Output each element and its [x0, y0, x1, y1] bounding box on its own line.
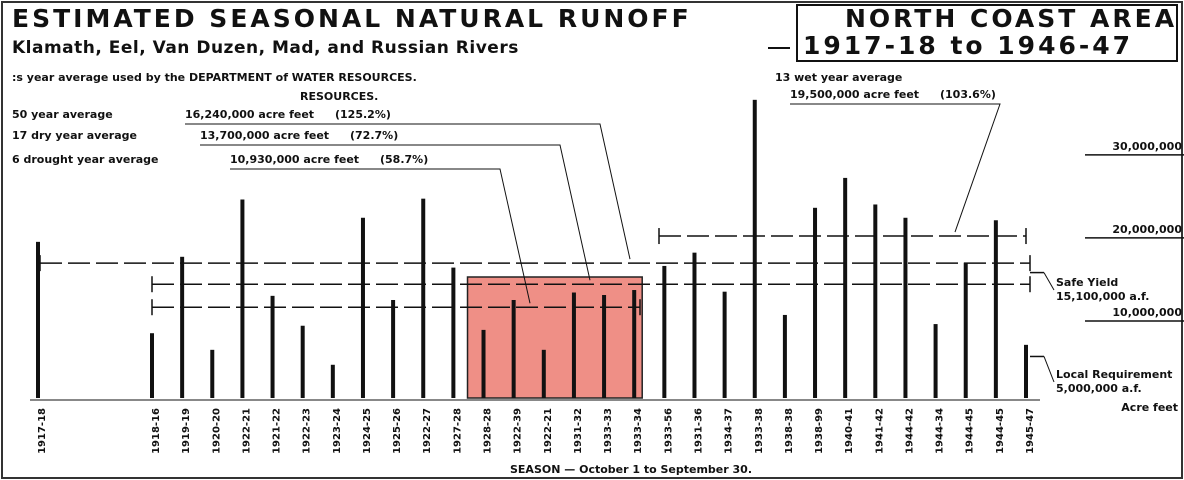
bar — [632, 290, 637, 398]
reference-name: 50 year average — [12, 108, 113, 121]
x-tick-label: 1925-26 — [392, 408, 403, 454]
note: RESOURCES. — [300, 90, 378, 103]
bar — [150, 333, 154, 398]
bar — [933, 324, 938, 398]
x-tick-label: 1922-39 — [513, 408, 524, 454]
area-box — [796, 4, 1178, 62]
x-tick-label: 1933-38 — [754, 408, 765, 454]
requirement-name: Local Requirement — [1056, 368, 1172, 381]
bar — [843, 177, 848, 398]
bar — [752, 99, 757, 398]
x-tick-label: 1944-34 — [935, 408, 946, 454]
x-tick-label: 1933-34 — [633, 408, 644, 454]
x-tick-label: 1921-22 — [272, 408, 283, 454]
reference-percent: (125.2%) — [335, 108, 391, 121]
bar — [813, 207, 818, 398]
x-tick-label: 1934-37 — [724, 408, 735, 454]
bar — [541, 349, 546, 398]
x-tick-label: 1917-18 — [37, 408, 48, 454]
reference-value: 13,700,000 acre feet — [200, 129, 329, 142]
x-tick-label: 1931-36 — [693, 408, 704, 454]
bar — [421, 198, 426, 398]
leader — [1043, 272, 1055, 291]
x-tick-label: 1927-28 — [452, 408, 463, 454]
x-tick-label: 1922-27 — [422, 408, 433, 454]
bar — [391, 299, 396, 398]
x-tick-label: 1920-20 — [211, 408, 222, 454]
leader — [1043, 356, 1055, 383]
leader — [185, 123, 631, 260]
y-tick-label: 20,000,000 — [1112, 223, 1182, 236]
bar — [240, 199, 245, 398]
x-tick-label: 1923-24 — [332, 408, 343, 454]
x-tick-label: 1922-21 — [241, 408, 252, 454]
bar — [300, 325, 305, 398]
subtitle: Klamath, Eel, Van Duzen, Mad, and Russia… — [12, 38, 519, 58]
area-title: NORTH COAST AREA — [845, 4, 1177, 33]
x-tick-label: 1944-45 — [965, 408, 976, 454]
x-tick-label: 1922-23 — [302, 408, 313, 454]
x-tick-label: 1938-38 — [784, 408, 795, 454]
bar — [1024, 344, 1028, 398]
reference-name: 17 dry year average — [12, 129, 137, 142]
x-tick-label: 1941-42 — [874, 408, 885, 454]
x-tick-label: 1924-25 — [362, 408, 373, 454]
x-tick-label: 1938-99 — [814, 408, 825, 454]
bar — [662, 265, 667, 398]
bar — [180, 256, 185, 398]
y-axis-title: Acre feet — [1121, 401, 1178, 414]
reference-name: 6 drought year average — [12, 153, 159, 166]
x-tick-label: 1931-32 — [573, 408, 584, 454]
bar — [270, 295, 275, 398]
bar — [571, 292, 576, 398]
bar — [210, 349, 215, 398]
requirement-value: 5,000,000 a.f. — [1056, 382, 1142, 395]
reference-value: 16,240,000 acre feet — [185, 108, 314, 121]
x-tick-label: 1922-21 — [543, 408, 554, 454]
requirement-name: Safe Yield — [1056, 276, 1118, 289]
drought-period — [466, 276, 643, 399]
leader — [790, 103, 1001, 233]
bar — [873, 204, 878, 398]
bar — [330, 364, 335, 398]
reference-percent: (72.7%) — [350, 129, 398, 142]
x-tick-label: 1919-19 — [181, 408, 192, 454]
requirement-value: 15,100,000 a.f. — [1056, 290, 1149, 303]
x-tick-label: 1933-33 — [603, 408, 614, 454]
x-tick-label: 1918-16 — [151, 408, 162, 454]
x-axis-title: SEASON — October 1 to September 30. — [510, 463, 752, 476]
leader — [230, 168, 531, 304]
bar — [692, 252, 697, 398]
reference-value: 10,930,000 acre feet — [230, 153, 359, 166]
bar — [963, 262, 968, 398]
x-tick-label: 1928-28 — [483, 408, 494, 454]
leader — [200, 144, 591, 281]
bar — [481, 329, 486, 398]
bar — [602, 295, 607, 398]
note: :s year average used by the DEPARTMENT o… — [12, 71, 417, 84]
bar — [360, 217, 365, 398]
y-tick-label: 10,000,000 — [1112, 306, 1182, 319]
chart-title: ESTIMATED SEASONAL NATURAL RUNOFF — [12, 4, 692, 33]
bar — [36, 241, 40, 398]
bar — [903, 217, 908, 398]
bar — [993, 220, 998, 398]
x-tick-label: 1940-41 — [844, 408, 855, 454]
x-tick-label: 1944-42 — [904, 408, 915, 454]
reference-value: 19,500,000 acre feet — [790, 88, 919, 101]
reference-percent: (58.7%) — [380, 153, 428, 166]
reference-percent: (103.6%) — [940, 88, 996, 101]
period: 1917-18 to 1946-47 — [803, 31, 1133, 60]
bar — [451, 267, 456, 398]
bar — [511, 299, 516, 398]
bar — [782, 314, 787, 398]
reference-name: 13 wet year average — [775, 71, 902, 84]
x-tick-label: 1945-47 — [1025, 408, 1036, 454]
bar — [722, 291, 727, 398]
x-tick-label: 1944-45 — [995, 408, 1006, 454]
y-tick-label: 30,000,000 — [1112, 140, 1182, 153]
x-tick-label: 1933-56 — [663, 408, 674, 454]
